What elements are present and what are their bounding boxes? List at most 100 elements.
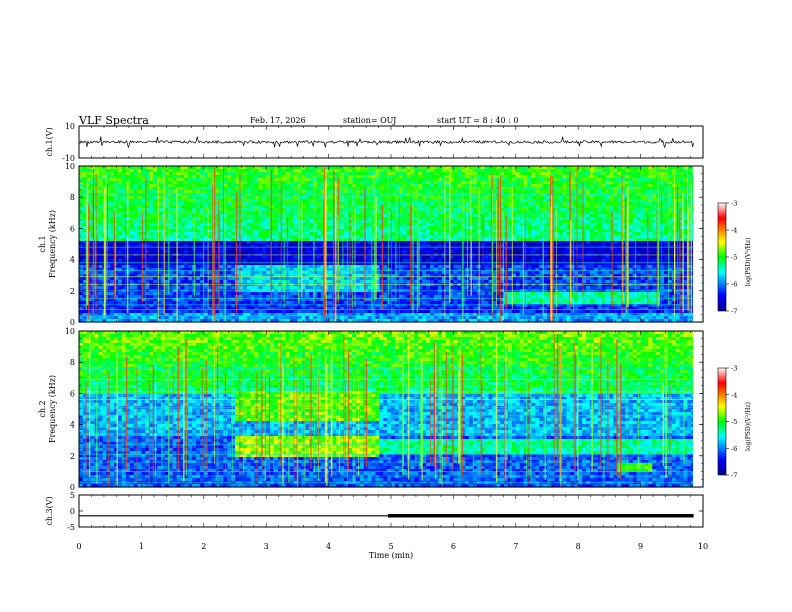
spectrogram-cell: [457, 199, 462, 203]
spectrogram-cell: [457, 226, 462, 230]
spectrogram-cell: [589, 190, 595, 194]
spectrogram-cell: [383, 166, 388, 170]
spectrogram-cell: [437, 205, 443, 209]
spectrogram-cell: [394, 181, 400, 185]
spectrogram-cell: [320, 169, 326, 173]
spectrogram-cell: [82, 184, 88, 188]
spectrogram-cell: [531, 196, 536, 200]
spectrogram-cell: [277, 166, 283, 170]
spectrogram-cell: [636, 196, 642, 200]
spectrogram-cell: [266, 211, 271, 215]
spectrogram-cell: [453, 181, 458, 185]
spectrogram-cell: [133, 235, 139, 239]
spectrogram-cell: [644, 223, 649, 227]
spectrogram-cell: [457, 232, 462, 236]
spectrogram-cell: [609, 226, 614, 230]
spectrogram-cell: [640, 208, 646, 212]
spectrogram-cell: [188, 211, 193, 215]
spectrogram-cell: [453, 169, 458, 173]
spectrogram-cell: [492, 175, 497, 179]
spectrogram-cell: [426, 214, 431, 218]
spectrogram-cell: [453, 196, 458, 200]
spectrogram-cell: [570, 229, 575, 233]
spectrogram-cell: [320, 232, 326, 236]
spectrogram-cell: [355, 229, 361, 233]
spectrogram-cell: [82, 214, 88, 218]
spectrogram-cell: [402, 175, 408, 179]
spectrogram-cell: [320, 175, 326, 179]
spectrogram-cell: [281, 175, 287, 179]
spectrogram-cell: [508, 193, 513, 197]
spectrogram-cell: [550, 172, 556, 176]
spectrogram-cell: [527, 196, 532, 200]
spectrogram-cell: [79, 199, 84, 203]
spectrogram-cell: [196, 214, 201, 218]
spectrogram-cell: [418, 223, 423, 227]
spectrogram-cell: [667, 208, 673, 212]
spectrogram-cell: [309, 229, 314, 233]
spectrogram-cell: [539, 187, 544, 191]
spectrogram-cell: [664, 232, 669, 236]
spectrogram-cell: [504, 172, 509, 176]
spectrogram-cell: [617, 178, 622, 182]
spectrogram-cell: [492, 217, 497, 221]
spectrogram-cell: [344, 181, 349, 185]
spectrogram-cell: [266, 190, 271, 194]
spectrogram-cell: [133, 232, 139, 236]
spectrogram-cell: [328, 232, 334, 236]
spectrogram-cell: [110, 175, 115, 179]
spectrogram-cell: [578, 187, 583, 191]
spectrogram-cell: [609, 175, 614, 179]
spectrogram-cell: [492, 178, 497, 182]
spectrogram-cell: [289, 223, 295, 227]
spectrogram-cell: [613, 169, 618, 173]
spectrogram-cell: [632, 178, 638, 182]
spectrogram-cell: [114, 196, 119, 200]
spectrogram-cell: [168, 193, 174, 197]
spectrogram-cell: [94, 214, 100, 218]
spectrogram-cell: [297, 199, 302, 203]
spectrogram-cell: [449, 223, 454, 227]
spectrogram-cell: [609, 181, 614, 185]
spectrogram-cell: [184, 175, 189, 179]
spectrogram-cell: [391, 190, 396, 194]
spectrogram-cell: [98, 193, 103, 197]
spectrogram-cell: [601, 190, 607, 194]
spectrogram-cell: [129, 184, 135, 188]
spectrogram-cell: [176, 196, 181, 200]
spectrogram-cell: [441, 184, 447, 188]
spectrogram-cell: [652, 193, 657, 197]
spectrogram-cell: [558, 229, 564, 233]
spectrogram-cell: [98, 175, 103, 179]
spectrogram-cell: [332, 208, 337, 212]
spectrogram-cell: [648, 166, 653, 170]
spectrogram-cell: [94, 196, 100, 200]
spectrogram-cell: [597, 220, 603, 224]
spectrogram-cell: [472, 202, 478, 206]
spectrogram-cell: [235, 175, 240, 179]
spectrogram-cell: [515, 202, 521, 206]
spectrogram-cell: [211, 166, 217, 170]
spectrogram-cell: [508, 223, 513, 227]
spectrogram-cell: [98, 172, 103, 176]
spectrogram-cell: [371, 187, 376, 191]
spectrogram-cell: [375, 214, 380, 218]
spectrogram-cell: [102, 184, 107, 188]
spectrogram-cell: [277, 172, 283, 176]
spectrogram-cell: [667, 205, 673, 209]
spectrogram-cell: [391, 223, 396, 227]
spectrogram-cell: [539, 220, 544, 224]
spectrogram-cell: [332, 202, 337, 206]
spectrogram-cell: [488, 220, 493, 224]
spectrogram-cell: [188, 217, 193, 221]
spectrogram-cell: [527, 193, 532, 197]
spectrogram-cell: [418, 205, 423, 209]
spectrogram-cell: [406, 220, 412, 224]
spectrogram-cell: [285, 184, 291, 188]
spectrogram-cell: [172, 223, 178, 227]
spectrogram-cell: [441, 208, 447, 212]
spectrogram-cell: [632, 229, 638, 233]
spectrogram-cell: [172, 175, 178, 179]
spectrogram-cell: [605, 166, 610, 170]
spectrogram-cell: [82, 175, 88, 179]
